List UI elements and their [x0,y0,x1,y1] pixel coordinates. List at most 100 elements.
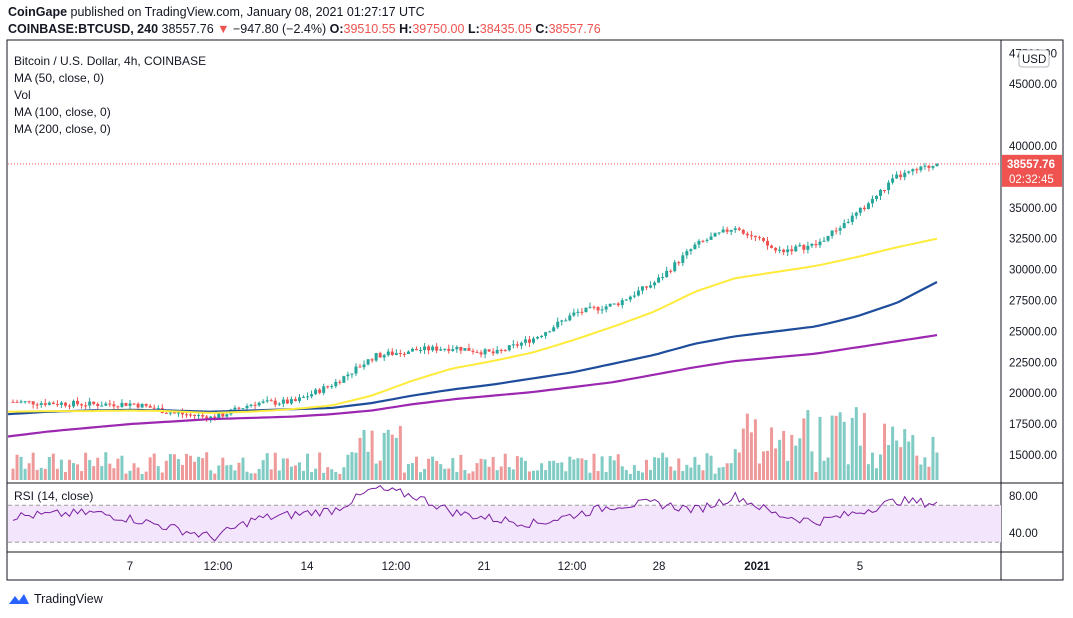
volume-bar [709,455,713,480]
candle-body [55,404,59,406]
volume-bar [830,415,834,480]
candle-body [23,401,27,403]
rsi-tick-label: 40.00 [1009,528,1038,540]
volume-bar [285,458,289,480]
candle-body [778,249,782,251]
candle-body [757,237,761,239]
volume-bar [588,472,592,480]
candle-body [455,346,459,350]
candle-body [649,285,653,288]
candle-body [689,249,693,252]
volume-bar [261,460,265,480]
candle-body [281,399,285,404]
volume-bar [596,471,600,480]
candle-body [443,348,447,350]
candle-body [322,386,326,393]
volume-bar [899,447,903,480]
candle-body [67,405,71,407]
candle-body [104,403,108,406]
candle-body [879,189,883,196]
candle-body [451,349,455,351]
candle-body [887,182,891,191]
volume-bar [370,430,374,480]
volume-bar [374,463,378,480]
candle-body [552,327,556,332]
tradingview-logo-icon [9,594,29,604]
candle-body [84,405,88,407]
candle-body [435,346,439,351]
candle-body [745,233,749,236]
candle-body [560,320,564,322]
candle-body [354,366,358,374]
candle-body [310,394,314,397]
volume-bar [297,462,301,480]
candle-body [568,315,572,321]
volume-bar [616,454,620,480]
candle-body [725,229,729,232]
volume-bar [778,439,782,480]
candle-body [306,396,310,398]
volume-bar [870,452,874,480]
volume-bar [540,463,544,480]
volume-bar [846,464,850,480]
volume-bar [209,470,213,480]
chart-frame [6,39,1064,581]
legend-ma100: MA (100, close, 0) [14,105,111,119]
currency-button[interactable] [1018,49,1050,68]
candle-body [221,413,225,417]
candle-body [697,240,701,245]
candle-body [302,396,306,398]
volume-bar [241,457,245,480]
candle-body [168,412,172,414]
time-tick-label: 28 [653,561,666,573]
candle-body [640,286,644,291]
volume-bar [172,454,176,480]
price-label-box [1002,154,1062,187]
time-tick-label: 7 [127,561,133,573]
candle-body [431,346,435,351]
volume-bar [600,456,604,480]
candle-body [507,345,511,351]
candle-body [907,171,911,173]
candle-body [374,353,378,361]
volume-bar [128,470,132,480]
candle-body [318,389,322,393]
candle-body [152,407,156,409]
volume-bar [774,448,778,480]
tradingview-brand: TradingView [34,592,103,606]
candle-body [814,243,818,246]
volume-bar [310,472,314,480]
volume-bar [398,425,402,480]
candle-body [140,403,144,408]
candle-body [741,229,745,234]
volume-bar [314,468,318,480]
rsi-band [8,505,1001,543]
volume-bar [31,452,35,480]
volume-bar [342,467,346,480]
candle-body [749,235,753,237]
candle-body [903,172,907,178]
candle-body [753,235,757,238]
volume-bar [197,456,201,480]
volume-bar [507,467,511,480]
candle-body [362,364,366,368]
volume-bar [532,470,536,480]
volume-bar [100,466,104,480]
volume-bar [406,464,410,480]
volume-bar [140,473,144,480]
candle-body [197,415,201,417]
volume-bar [640,472,644,480]
volume-bar [334,471,338,480]
volume-bar [221,457,225,480]
candle-body [802,245,806,250]
volume-bar [257,468,261,480]
candle-body [39,403,43,405]
volume-bar [491,457,495,480]
volume-bar [439,464,443,480]
candle-body [180,412,184,415]
candle-body [233,407,237,410]
tradingview-logo[interactable]: TradingView [8,592,103,606]
volume-bar [471,471,475,480]
volume-bar [201,458,205,480]
